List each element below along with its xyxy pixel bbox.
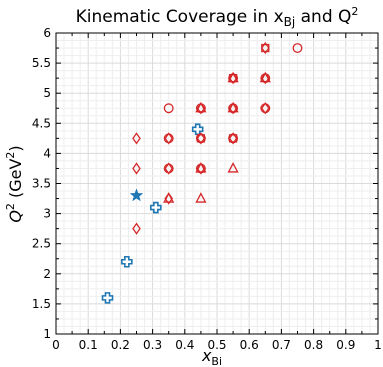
point-circle-marker	[195, 133, 206, 144]
x-tick-label: 0.8	[304, 338, 323, 352]
x-tick-label: 0.7	[272, 338, 291, 352]
y-tick-label: 1	[43, 327, 51, 341]
data-markers	[101, 41, 303, 304]
y-tick-label: 5.5	[32, 56, 51, 70]
point-triangle-marker	[227, 162, 239, 173]
x-tick-label: 1	[374, 338, 382, 352]
x-tick-label: 0.9	[336, 338, 355, 352]
point-square-marker	[228, 134, 238, 143]
point-triangle-marker	[195, 162, 207, 173]
y-tick-label: 3.5	[32, 177, 51, 191]
y-tick-label: 5	[43, 86, 51, 100]
point-triangle-marker	[195, 192, 207, 203]
point-triangle-marker	[227, 101, 239, 113]
point-circle-marker	[163, 103, 174, 114]
y-tick-label: 4.5	[32, 116, 51, 130]
grid-lines	[55, 32, 379, 335]
point-circle-marker	[163, 163, 174, 174]
point-diamond-marker	[196, 132, 206, 145]
point-diamond-marker	[164, 132, 173, 145]
y-tick-label: 1.5	[32, 297, 51, 311]
point-circle-marker	[228, 133, 239, 144]
y-tick-label: 3	[43, 207, 51, 221]
x-tick-label: 0.2	[111, 338, 130, 352]
point-cross-marker	[101, 292, 114, 304]
point-circle-marker	[260, 103, 271, 114]
y-tick-label: 6	[43, 26, 51, 40]
x-tick-label: 0.3	[143, 338, 162, 352]
y-tick-label: 2.5	[32, 237, 51, 251]
chart-title: Kinematic Coverage in xBj and Q2	[76, 5, 359, 29]
point-diamond-marker	[132, 132, 141, 145]
x-tick-label: 0.5	[207, 338, 226, 352]
point-triangle-marker	[259, 71, 271, 83]
point-square-marker	[196, 134, 206, 143]
y-tick-label: 2	[43, 267, 51, 281]
point-cross-marker	[121, 255, 133, 268]
point-square-marker	[261, 43, 270, 53]
point-square-marker	[228, 74, 238, 83]
point-circle-marker	[292, 43, 303, 54]
x-tick-label: 0.1	[79, 338, 98, 352]
point-circle-marker	[163, 133, 174, 144]
x-tick-label: 0	[52, 338, 60, 352]
point-triangle-marker	[195, 101, 207, 113]
x-tick-label: 0.6	[240, 338, 259, 352]
point-diamond-marker	[261, 102, 270, 115]
point-triangle-marker	[163, 192, 175, 203]
point-diamond-marker	[228, 132, 238, 145]
x-axis-label: xBi	[201, 346, 222, 367]
y-axis-label: Q2 (GeV2)	[4, 145, 25, 222]
point-diamond-marker	[132, 162, 141, 175]
point-star-marker	[129, 188, 144, 202]
point-cross-marker	[150, 201, 162, 214]
y-tick-label: 4	[43, 146, 51, 160]
point-diamond-marker	[261, 41, 270, 55]
point-diamond-marker	[132, 222, 141, 235]
axis-ticks: 0 0.1 0.2 0.3 0.4 0.5 0.6 0.7 0.8 0.9 1 1 1.5 2 2.5 3 3.…	[32, 26, 382, 352]
point-diamond-marker	[164, 162, 173, 175]
x-tick-label: 0.4	[175, 338, 194, 352]
